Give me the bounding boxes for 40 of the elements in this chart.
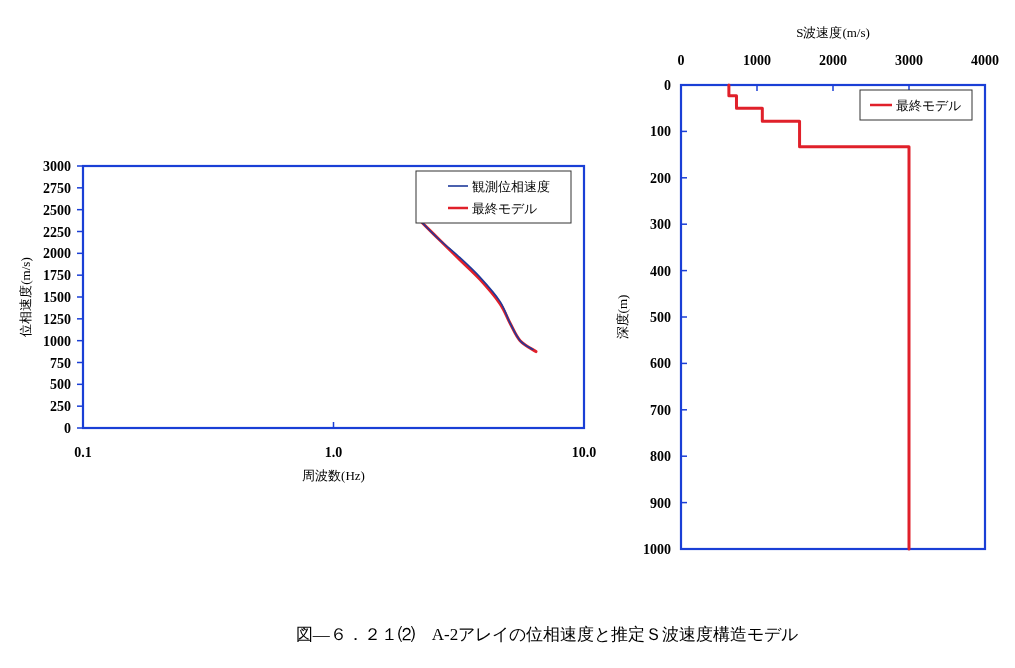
y-tick-label: 100	[650, 124, 671, 140]
y-tick-label: 2750	[43, 180, 71, 196]
y-tick-label: 500	[650, 310, 671, 325]
y-tick-label: 1000	[43, 333, 71, 349]
y-tick-label: 800	[650, 449, 671, 465]
x-tick-label: 1000	[743, 53, 771, 68]
y-tick-label: 2250	[43, 224, 71, 240]
y-tick-label: 1000	[643, 542, 671, 557]
x-tick-label: 10.0	[571, 445, 597, 460]
y-tick-label: 200	[650, 170, 671, 186]
legend-label: 観測位相速度	[472, 179, 550, 194]
y-tick-label: 750	[50, 355, 71, 371]
x-axis-title: S波速度(m/s)	[796, 25, 870, 40]
y-tick-label: 250	[50, 399, 71, 415]
y-tick-label: 1250	[43, 311, 71, 327]
y-tick-label: 600	[650, 356, 671, 372]
legend-label: 最終モデル	[896, 98, 961, 113]
text: 図―６．２１⑵ A-2アレイの位相速度と推定Ｓ波速度構造モデル	[295, 625, 799, 644]
y-axis-title: 深度(m)	[615, 294, 630, 340]
x-tick-label: 0	[677, 53, 685, 68]
y-tick-label: 0	[64, 421, 71, 436]
y-tick-label: 1750	[43, 268, 71, 284]
y-tick-label: 900	[650, 495, 671, 511]
y-tick-label: 400	[650, 263, 671, 279]
x-tick-label: 2000	[819, 53, 847, 68]
x-tick-label: 0.1	[74, 445, 92, 460]
y-tick-label: 3000	[43, 159, 71, 174]
y-tick-label: 500	[50, 377, 71, 393]
y-tick-label: 2500	[43, 202, 71, 218]
y-axis-title: 位相速度(m/s)	[18, 257, 33, 337]
y-tick-label: 700	[650, 402, 671, 418]
x-tick-label: 4000	[971, 53, 999, 68]
legend-label: 最終モデル	[472, 201, 537, 216]
x-tick-label: 1.0	[324, 445, 343, 460]
y-tick-label: 2000	[43, 246, 71, 262]
y-tick-label: 0	[664, 78, 671, 93]
x-axis-title: 周波数(Hz)	[302, 468, 365, 483]
y-tick-label: 1500	[43, 290, 71, 305]
y-tick-label: 300	[650, 217, 671, 233]
x-tick-label: 3000	[895, 53, 923, 68]
